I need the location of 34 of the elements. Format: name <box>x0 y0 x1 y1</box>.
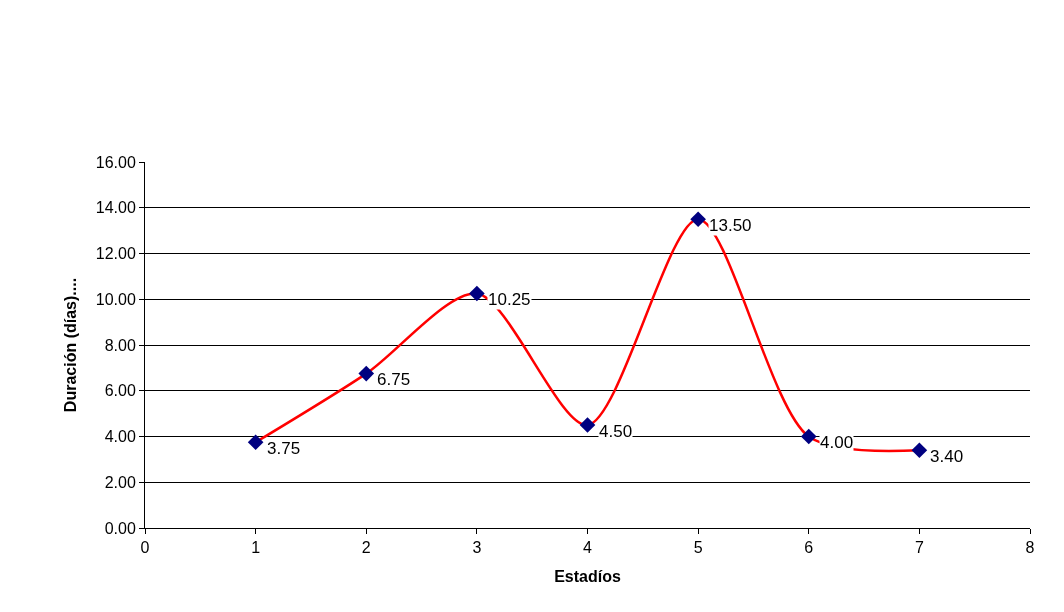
data-label: 3.75 <box>267 439 301 458</box>
x-tick-label: 1 <box>251 539 261 557</box>
x-tick-label: 7 <box>914 539 924 557</box>
data-label: 4.00 <box>820 433 854 452</box>
x-tick-label: 6 <box>804 539 814 557</box>
y-axis-title: Duración (días).... <box>61 277 79 413</box>
x-tick-label: 3 <box>472 539 482 557</box>
y-tick-label: 4.00 <box>104 428 136 446</box>
y-tick-label: 10.00 <box>95 290 136 308</box>
point <box>690 211 706 227</box>
point <box>579 417 596 433</box>
y-tick-label: 6.00 <box>104 382 136 400</box>
y-tick-label: 2.00 <box>104 473 136 491</box>
data-label: 6.75 <box>377 370 411 389</box>
x-tick-label: 4 <box>583 539 593 557</box>
point <box>800 428 817 445</box>
point <box>469 285 485 302</box>
y-tick-label: 14.00 <box>95 199 136 217</box>
x-axis-title: Estadíos <box>554 567 621 585</box>
x-tick-label: 5 <box>693 539 703 557</box>
x-tick-label: 0 <box>140 539 150 557</box>
data-label: 10.25 <box>488 290 531 309</box>
y-tick-label: 16.00 <box>95 153 136 171</box>
y-tick-label: 12.00 <box>95 245 136 263</box>
data-label: 4.50 <box>599 422 633 441</box>
x-tick-label: 2 <box>361 539 371 557</box>
data-label: 13.50 <box>709 216 752 235</box>
y-tick-label: 0.00 <box>104 519 136 537</box>
y-tick-label: 8.00 <box>104 336 136 354</box>
point <box>358 365 375 382</box>
point <box>911 442 928 459</box>
data-label: 3.40 <box>930 447 964 466</box>
point <box>247 434 264 451</box>
x-tick-label: 8 <box>1025 539 1035 557</box>
